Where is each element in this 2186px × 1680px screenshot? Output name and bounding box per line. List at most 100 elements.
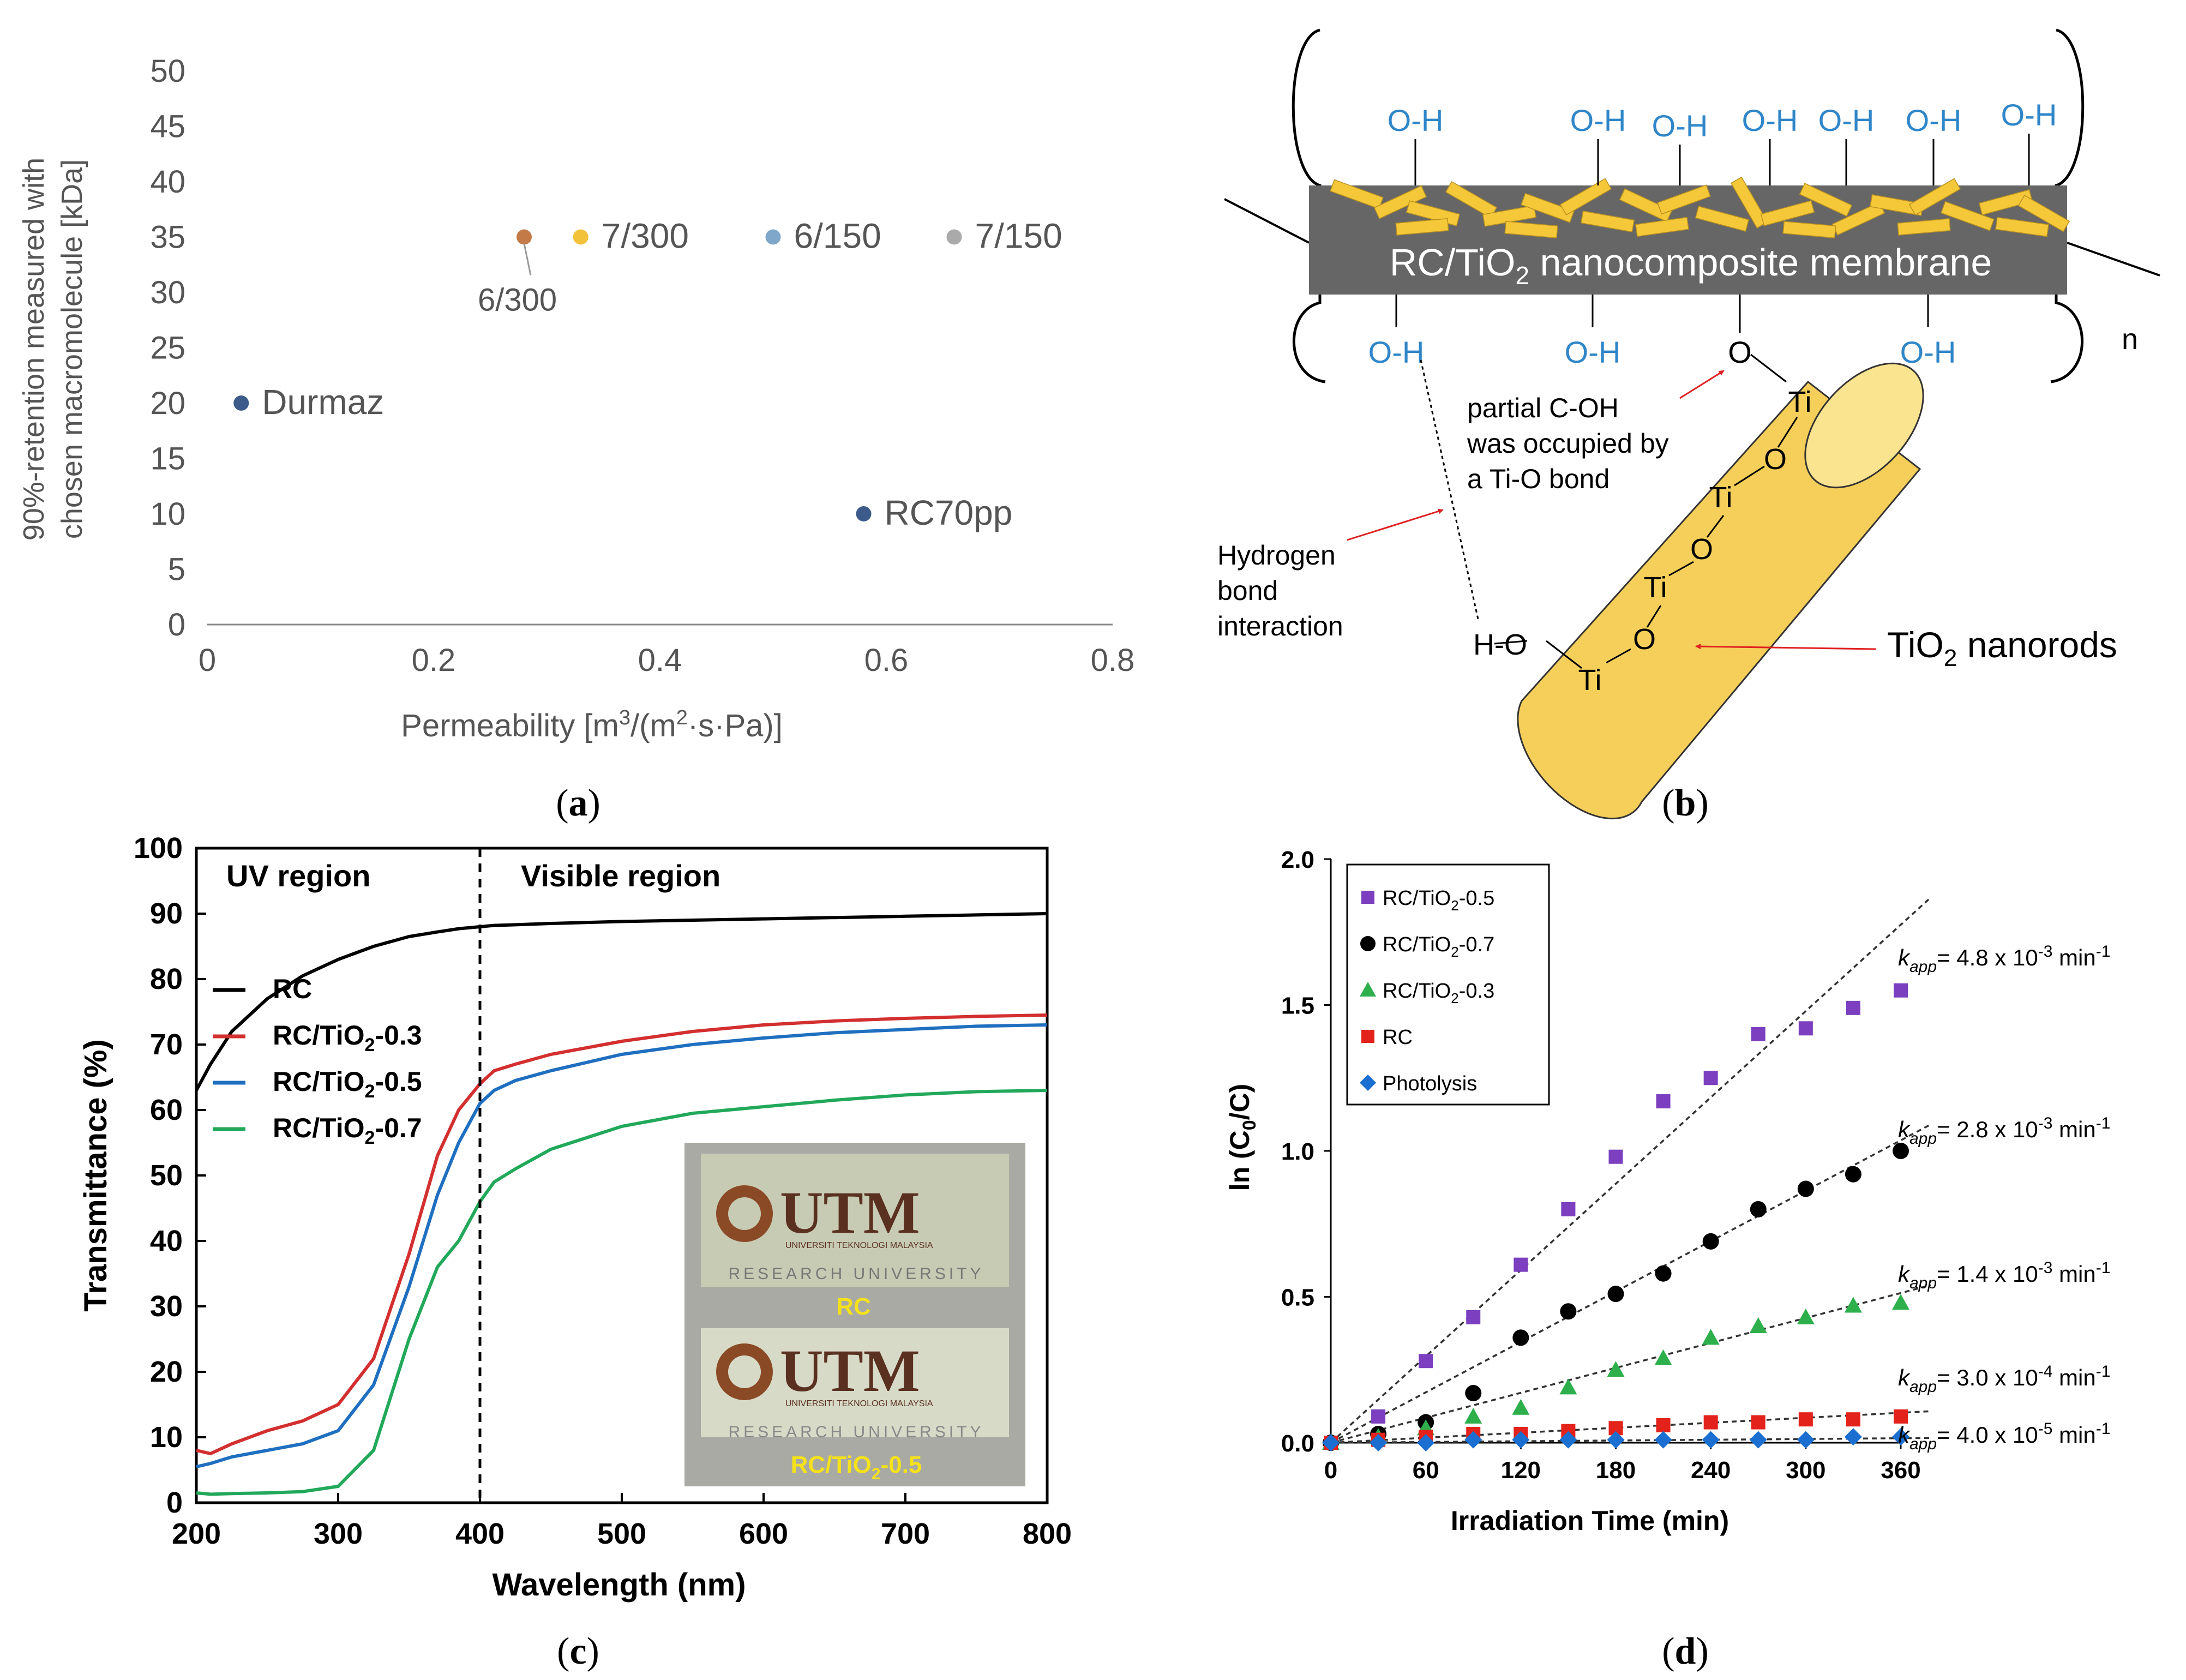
panel-c-ytick-label: 90 <box>150 897 183 930</box>
panel-d-point <box>1749 1317 1767 1333</box>
panel-d-point <box>1654 1431 1672 1449</box>
o-atom-3: O <box>1633 623 1656 656</box>
hbond-arrow <box>1347 508 1444 541</box>
panel-a-ytick-label: 40 <box>150 164 185 200</box>
panel-d-point <box>1750 1201 1767 1217</box>
backbone-left-line <box>1224 198 1310 244</box>
panel-d-xtick-label: 180 <box>1596 1457 1636 1484</box>
inset-small-2: UNIVERSITI TEKNOLOGI MALAYSIA <box>785 1399 933 1408</box>
panel-d-point <box>1512 1399 1530 1415</box>
ti-o-chain: Ti O Ti O Ti O Ti H-O <box>1473 353 1812 697</box>
panel-c-ylabel: Transmittance (%) <box>78 1039 113 1312</box>
panel-b-caption: (b) <box>1662 782 1709 824</box>
membrane-nanorod <box>1504 221 1558 238</box>
membrane-nanorod <box>1635 217 1689 237</box>
panel-a-point <box>856 506 872 521</box>
uv-region-label: UV region <box>226 859 370 893</box>
inset-small-1: UNIVERSITI TEKNOLOGI MALAYSIA <box>785 1241 933 1250</box>
panel-a-ytick-label: 0 <box>168 607 185 643</box>
panel-d-points <box>1322 983 1909 1451</box>
panel-a-scatter-chart: 0 0.2 0.4 0.6 0.8 0 5 10 15 20 25 30 35 40 45 50 Durmaz… <box>17 53 1134 824</box>
ti-atom-1: Ti <box>1788 386 1812 418</box>
hydroxyl-label: O-H <box>1900 335 1956 369</box>
panel-d-point <box>1892 1294 1909 1310</box>
panel-d-point <box>1371 1409 1386 1424</box>
panel-d-point <box>1464 1431 1482 1449</box>
panel-d-k-label: kapp= 3.0 x 10-4 min-1 <box>1898 1363 2110 1396</box>
panel-c-legend-label: RC <box>273 974 312 1004</box>
panel-d-ytick-label: 0.0 <box>1281 1430 1314 1457</box>
o-atom-1: O <box>1764 443 1787 476</box>
membrane-nanorod <box>1657 184 1711 215</box>
panel-d-legend-marker <box>1360 982 1376 997</box>
panel-d-caption: (d) <box>1662 1630 1709 1672</box>
panel-d-point <box>1797 1180 1814 1197</box>
panel-a-xtick-label: 0.6 <box>864 643 909 678</box>
inset-research-2: RESEARCH UNIVERSITY <box>728 1423 984 1441</box>
hydroxyl-label: O-H <box>1570 103 1626 137</box>
panel-a-leader-line <box>523 243 532 275</box>
panel-c-ytick-label: 80 <box>150 963 183 995</box>
panel-a-ytick-label: 20 <box>150 386 185 421</box>
panel-d-point <box>1465 1385 1482 1402</box>
panel-a-xtick-label: 0 <box>199 643 216 678</box>
panel-c-ytick-label: 40 <box>150 1225 183 1257</box>
panel-a-point <box>517 229 532 245</box>
panel-a-ytick-label: 30 <box>150 275 185 310</box>
panel-a-ytick-label: 10 <box>150 496 185 532</box>
panel-d-point <box>1607 1431 1625 1449</box>
membrane-nanorod <box>2017 194 2070 232</box>
o-atom-2: O <box>1690 533 1713 566</box>
panel-a-ylabel-line1: 90%-retention measured with <box>17 158 50 541</box>
inset-photo: UTM UNIVERSITI TEKNOLOGI MALAYSIA RESEAR… <box>684 1143 1025 1486</box>
panel-a-ytick-label: 25 <box>150 331 185 366</box>
panel-d-point <box>1894 1409 1908 1424</box>
panel-c-legend-label: RC/TiO2-0.5 <box>273 1066 422 1102</box>
membrane-nanorod <box>1995 217 2049 237</box>
hydrogen-bond-line <box>1420 359 1479 620</box>
panel-c-legend-label: RC/TiO2-0.7 <box>273 1113 422 1148</box>
panel-d-k-label: kapp= 1.4 x 10-3 min-1 <box>1898 1259 2110 1292</box>
hydroxyl-label: O-H <box>1388 103 1444 137</box>
panel-c-legend-label: RC/TiO2-0.3 <box>273 1020 422 1055</box>
panel-d-xtick-label: 240 <box>1691 1457 1731 1484</box>
panel-a-point-label: 7/150 <box>975 217 1062 256</box>
panel-d-ytick-label: 0.5 <box>1281 1285 1314 1311</box>
panel-c-xlabel: Wavelength (nm) <box>492 1567 746 1603</box>
panel-d-point <box>1608 1149 1623 1164</box>
panel-d-point <box>1656 1418 1671 1432</box>
panel-d-k-label: kapp= 4.8 x 10-3 min-1 <box>1898 943 2110 976</box>
panel-c-ytick-label: 50 <box>150 1159 183 1192</box>
panel-c-ytick-label: 10 <box>150 1421 183 1454</box>
membrane-nanorods-layer <box>1330 176 2070 238</box>
panel-a-ticks: 0 0.2 0.4 0.6 0.8 0 5 10 15 20 25 30 35 40 45 50 <box>150 53 1134 678</box>
ho-group: H-O <box>1473 628 1527 661</box>
hydroxyl-label: O-H <box>1368 335 1425 369</box>
panel-d-point <box>1892 1428 1909 1446</box>
membrane-nanorod <box>1521 193 1575 223</box>
panel-d-point <box>1846 1412 1860 1427</box>
ti-atom-3: Ti <box>1644 571 1667 604</box>
membrane-nanorod <box>1908 178 1961 216</box>
panel-a-caption: (a) <box>556 782 600 824</box>
hbond-line1: Hydrogen <box>1217 540 1336 571</box>
panel-d-legend-marker <box>1361 891 1374 904</box>
panel-c-xtick-label: 400 <box>455 1517 505 1550</box>
panel-a-ytick-label: 15 <box>150 441 185 477</box>
hydroxyl-label: O-H <box>1565 335 1621 369</box>
panel-d-point <box>1894 983 1908 998</box>
hydroxyl-label: O-H <box>2001 98 2057 132</box>
right-bracket <box>2050 28 2085 383</box>
panel-a-point-label: RC70pp <box>885 493 1013 532</box>
panel-d-legend-marker <box>1360 1075 1376 1091</box>
ti-atom-4: Ti <box>1578 664 1602 697</box>
panel-d-point <box>1749 1431 1767 1449</box>
panel-d-fit-line <box>1330 897 1932 1444</box>
panel-d-point <box>1322 1434 1340 1451</box>
membrane-nanorod <box>1373 185 1427 219</box>
panel-d-point <box>1370 1434 1388 1451</box>
panel-a-xtick-label: 0.2 <box>412 643 456 678</box>
panel-d-point <box>1561 1202 1576 1216</box>
panel-a-xtick-label: 0.4 <box>638 643 682 678</box>
panel-d-point <box>1466 1310 1481 1324</box>
